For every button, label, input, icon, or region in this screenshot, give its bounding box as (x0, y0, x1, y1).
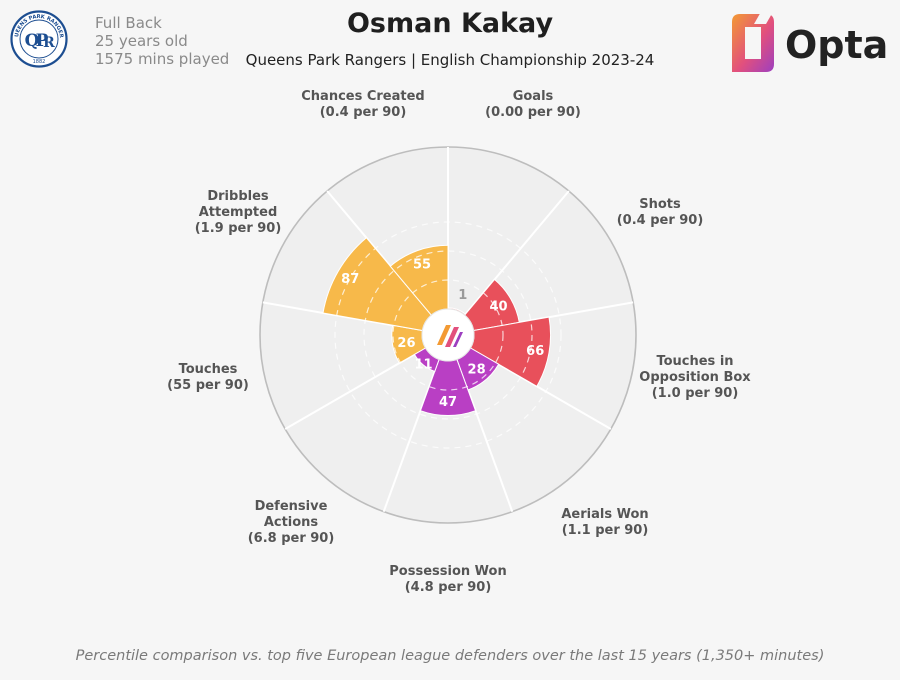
player-age: 25 years old (95, 32, 188, 50)
value-label: 1 (458, 288, 467, 303)
radar-grid-ring (392, 279, 504, 391)
radar-grid-ring (363, 250, 533, 420)
radar-grid-ring (334, 221, 562, 449)
opta-logo: Opta (732, 10, 888, 72)
category-label-possession-won: Possession Won (4.8 per 90) (389, 564, 506, 595)
svg-text:1882: 1882 (33, 59, 46, 65)
radar-center (421, 308, 475, 362)
category-label-aerials-won: Aerials Won (1.1 per 90) (561, 507, 648, 538)
player-name-title: Osman Kakay (346, 8, 554, 39)
category-label-goals: Goals (0.00 per 90) (485, 89, 581, 120)
category-label-chances-created: Chances Created (0.4 per 90) (301, 89, 425, 120)
value-label: 66 (526, 344, 544, 359)
svg-text:R: R (43, 35, 55, 51)
category-label-dribbles-attempted: Dribbles Attempted (1.9 per 90) (195, 189, 282, 236)
player-minutes: 1575 mins played (95, 50, 230, 68)
value-label: 40 (490, 299, 508, 314)
svg-text:Q: Q (25, 31, 40, 51)
player-position: Full Back (95, 14, 162, 32)
value-label: 28 (468, 363, 486, 378)
footer-note: Percentile comparison vs. top five Europ… (75, 648, 825, 664)
center-logo-mark (437, 325, 463, 347)
club-crest-logo: QUEENS PARK RANGERS Q P R 1882 (10, 10, 68, 68)
value-label: 87 (341, 272, 359, 287)
value-label: 55 (413, 257, 431, 272)
value-label: 47 (439, 395, 457, 410)
category-label-defensive-actions: Defensive Actions (6.8 per 90) (248, 499, 335, 546)
category-label-touches: Touches (55 per 90) (167, 362, 249, 393)
player-info: Full Back 25 years old 1575 mins played (95, 14, 229, 68)
value-label: 11 (415, 358, 433, 373)
svg-text:P: P (36, 31, 49, 51)
svg-text:Opta: Opta (785, 23, 888, 67)
value-label: 26 (397, 336, 415, 351)
team-competition-subtitle: Queens Park Rangers | English Championsh… (245, 51, 655, 69)
category-label-shots: Shots (0.4 per 90) (617, 197, 704, 228)
category-label-touches-in-opposition-box: Touches in Opposition Box (1.0 per 90) (639, 354, 751, 401)
